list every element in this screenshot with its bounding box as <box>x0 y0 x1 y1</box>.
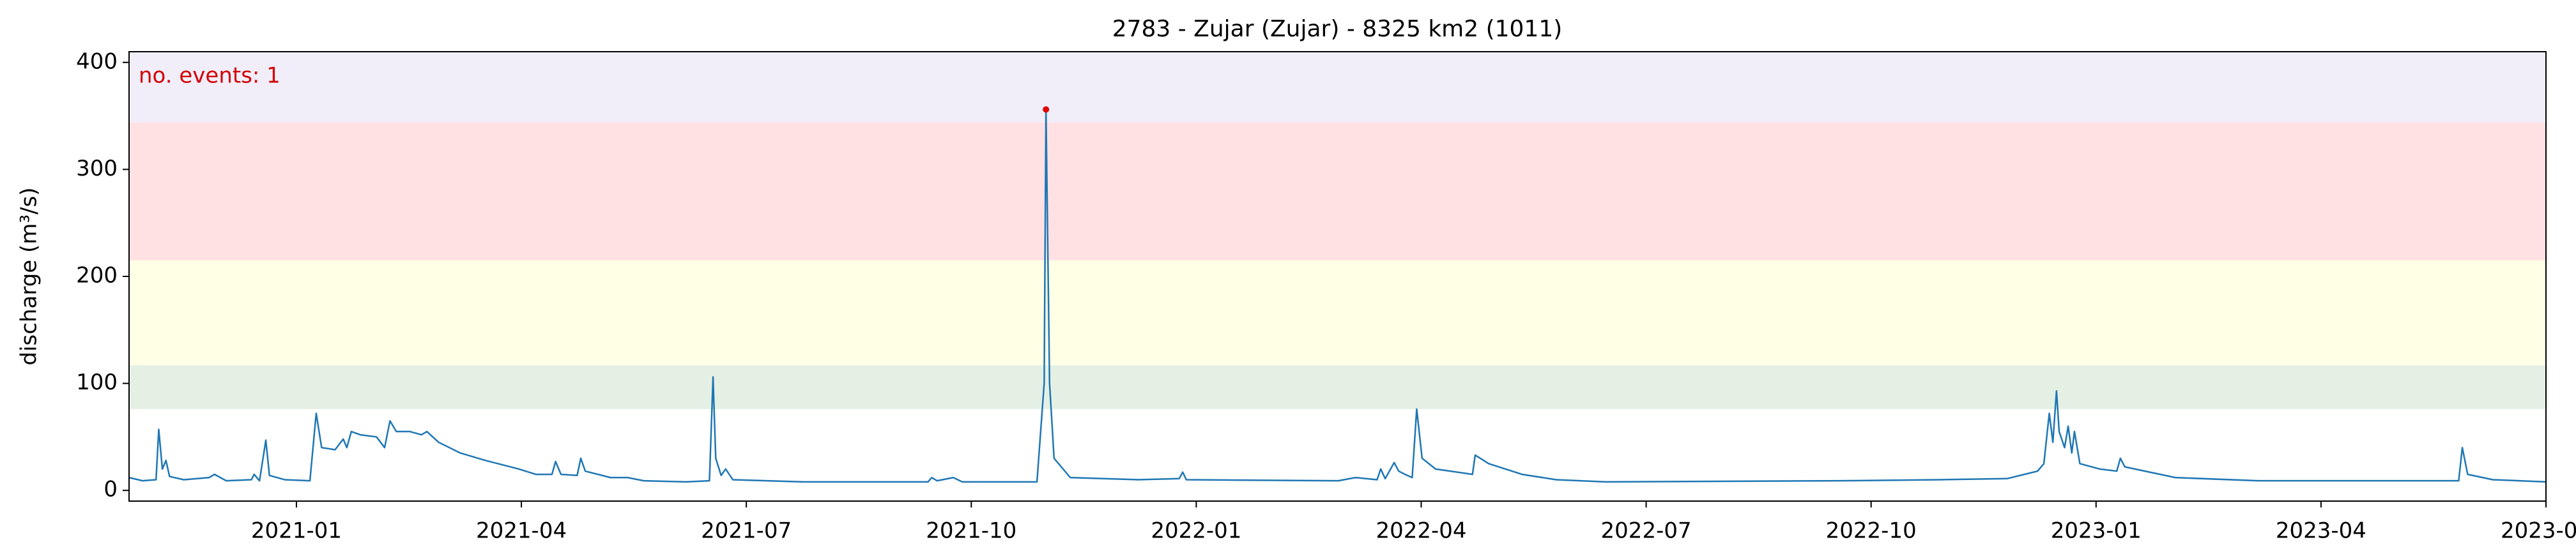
x-tick-label: 2021-10 <box>926 518 1016 544</box>
chart-title: 2783 - Zujar (Zujar) - 8325 km2 (1011) <box>1112 16 1563 42</box>
threshold-band <box>129 365 2546 409</box>
x-tick-label: 2023-01 <box>2051 518 2142 544</box>
x-tick-label: 2023-07 <box>2501 518 2576 544</box>
x-tick-label: 2022-10 <box>1826 518 1917 544</box>
y-tick-label: 300 <box>76 156 118 181</box>
threshold-band <box>129 122 2546 260</box>
y-tick-label: 400 <box>76 49 118 74</box>
y-tick-label: 200 <box>76 263 118 289</box>
threshold-band <box>129 52 2546 123</box>
x-tick-label: 2022-04 <box>1376 518 1466 544</box>
x-tick-label: 2022-07 <box>1601 518 1692 544</box>
x-tick-label: 2023-04 <box>2276 518 2366 544</box>
x-tick-label: 2021-01 <box>251 518 342 544</box>
x-tick-label: 2022-01 <box>1151 518 1241 544</box>
y-tick-label: 0 <box>103 477 118 502</box>
y-axis-label: discharge (m³/s) <box>17 188 42 366</box>
annotation: no. events: 1 <box>139 63 280 89</box>
event-point <box>1043 106 1050 113</box>
discharge-line <box>128 109 2547 483</box>
y-tick-label: 100 <box>76 370 118 395</box>
x-tick-label: 2021-07 <box>701 518 792 544</box>
plot-frame <box>128 51 2547 502</box>
threshold-band <box>129 260 2546 366</box>
x-tick-label: 2021-04 <box>476 518 567 544</box>
